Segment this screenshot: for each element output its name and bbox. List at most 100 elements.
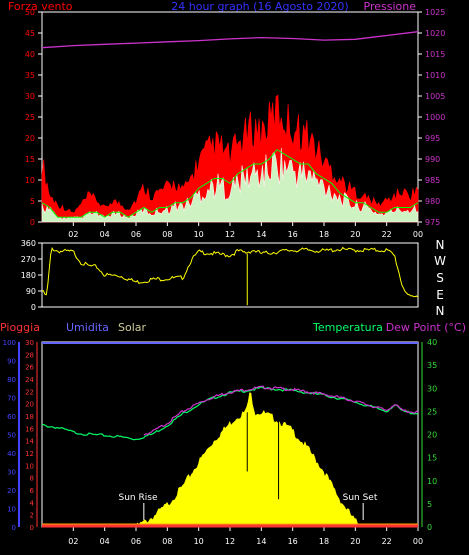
weather-x-tick-label: 02 xyxy=(68,537,78,546)
direction-y-tick-label: 0 xyxy=(31,303,36,312)
rain-y-tick-label: 24 xyxy=(25,376,34,384)
pressure-y-tick-label: 1000 xyxy=(425,113,445,122)
wind-x-tick-label: 04 xyxy=(100,230,110,239)
humidity-axis-title: Umidita xyxy=(66,321,109,334)
compass-label-w: W xyxy=(434,254,446,268)
pressure-line xyxy=(41,31,419,49)
temperature-y-tick-label: 25 xyxy=(427,407,437,416)
wind-y-tick-label: 10 xyxy=(25,176,35,185)
temperature-y-tick-label: 30 xyxy=(427,384,437,393)
pressure-y-tick-label: 975 xyxy=(425,218,440,227)
wind-x-tick-label: 14 xyxy=(256,230,266,239)
pressure-y-tick-label: 1020 xyxy=(425,29,445,38)
rain-y-tick-label: 20 xyxy=(25,401,34,409)
rain-y-tick-label: 6 xyxy=(30,487,35,495)
wind-x-tick-label: 22 xyxy=(382,230,392,239)
weather-panel: 0102030405060708090100024681012141618202… xyxy=(3,338,438,546)
compass-label-n-bottom: N xyxy=(436,304,445,318)
sunset-label: Sun Set xyxy=(343,493,378,503)
sunrise-label: Sun Rise xyxy=(119,493,158,503)
wind-x-tick-label: 20 xyxy=(350,230,360,239)
rain-y-tick-label: 14 xyxy=(25,438,34,446)
weather-x-tick-label: 04 xyxy=(100,537,110,546)
humidity-y-tick-label: 0 xyxy=(12,524,16,532)
wind-y-tick-label: 20 xyxy=(25,134,35,143)
rain-y-tick-label: 22 xyxy=(25,388,34,396)
rain-y-tick-label: 10 xyxy=(25,462,34,470)
weather-x-tick-label: 08 xyxy=(162,537,172,546)
pressure-y-tick-label: 1015 xyxy=(425,50,445,59)
humidity-y-tick-label: 20 xyxy=(7,487,16,495)
weather-x-tick-label: 18 xyxy=(319,537,329,546)
direction-line xyxy=(41,246,419,298)
rain-y-tick-label: 2 xyxy=(30,512,34,520)
pressure-y-tick-label: 990 xyxy=(425,155,440,164)
weather-x-tick-label: 20 xyxy=(350,537,360,546)
weather-x-tick-label: 06 xyxy=(131,537,141,546)
temperature-y-tick-label: 40 xyxy=(427,338,437,347)
rain-y-tick-label: 26 xyxy=(25,364,34,372)
humidity-y-tick-label: 40 xyxy=(7,450,16,458)
graph-title: 24 hour graph (16 Agosto 2020) xyxy=(171,0,348,13)
temperature-line xyxy=(41,386,419,441)
wind-y-tick-label: 30 xyxy=(25,92,35,101)
compass-label-s: S xyxy=(436,271,444,285)
rain-y-tick-label: 30 xyxy=(25,339,34,347)
direction-y-tick-label: 270 xyxy=(21,255,36,264)
wind-x-tick-label: 18 xyxy=(319,230,329,239)
wind-x-tick-label: 16 xyxy=(288,230,298,239)
wind-x-tick-label: 06 xyxy=(131,230,141,239)
pressure-y-tick-label: 980 xyxy=(425,197,440,206)
pressure-axis-title: Pressione xyxy=(364,0,417,13)
temperature-y-tick-label: 35 xyxy=(427,361,437,370)
humidity-y-tick-label: 30 xyxy=(7,469,16,477)
wind-x-tick-label: 00 xyxy=(413,230,423,239)
rain-y-tick-label: 16 xyxy=(25,425,34,433)
temperature-y-tick-label: 20 xyxy=(427,431,437,440)
pressure-y-tick-label: 1005 xyxy=(425,92,445,101)
temperature-y-tick-label: 5 xyxy=(427,500,432,509)
temperature-y-tick-label: 0 xyxy=(427,523,432,532)
wind-y-tick-label: 45 xyxy=(25,29,35,38)
weather-x-tick-label: 22 xyxy=(382,537,392,546)
humidity-y-tick-label: 60 xyxy=(7,413,16,421)
rain-y-tick-label: 4 xyxy=(30,499,35,507)
solar-area xyxy=(135,392,364,528)
rain-y-tick-label: 0 xyxy=(30,524,34,532)
humidity-y-tick-label: 100 xyxy=(3,339,16,347)
wind-axis-title: Forza vento xyxy=(8,0,73,13)
pressure-y-tick-label: 1010 xyxy=(425,71,445,80)
wind-x-tick-label: 08 xyxy=(162,230,172,239)
humidity-y-tick-label: 50 xyxy=(7,432,16,440)
rain-y-tick-label: 8 xyxy=(30,475,34,483)
dewpoint-line xyxy=(143,385,419,436)
compass-labels: N W S E N xyxy=(434,238,446,318)
wind-x-tick-label: 10 xyxy=(194,230,204,239)
wind-y-tick-label: 25 xyxy=(25,113,35,122)
wind-y-tick-label: 0 xyxy=(30,218,35,227)
humidity-y-tick-label: 10 xyxy=(7,506,16,514)
direction-y-tick-label: 360 xyxy=(21,239,36,248)
wind-x-tick-label: 12 xyxy=(225,230,235,239)
wind-x-tick-label: 02 xyxy=(68,230,78,239)
dewpoint-axis-title: Dew Point (°C) xyxy=(386,321,466,334)
compass-label-n: N xyxy=(436,238,445,252)
wind-y-tick-label: 5 xyxy=(30,197,35,206)
wind-y-tick-label: 15 xyxy=(25,155,35,164)
weather-x-tick-label: 12 xyxy=(225,537,235,546)
rain-y-tick-label: 12 xyxy=(25,450,34,458)
rain-y-tick-label: 28 xyxy=(25,351,34,359)
temperature-y-tick-label: 10 xyxy=(427,477,437,486)
humidity-y-tick-label: 90 xyxy=(7,358,16,366)
weather-x-tick-label: 14 xyxy=(256,537,266,546)
temperature-axis-title: Temperatura xyxy=(312,321,383,334)
compass-label-e: E xyxy=(436,288,444,302)
humidity-y-tick-label: 70 xyxy=(7,395,16,403)
pressure-y-tick-label: 985 xyxy=(425,176,440,185)
weather-x-tick-label: 00 xyxy=(413,537,423,546)
wind-y-tick-label: 35 xyxy=(25,71,35,80)
weather-x-tick-label: 16 xyxy=(288,537,298,546)
pressure-y-tick-label: 995 xyxy=(425,134,440,143)
wind-y-tick-label: 50 xyxy=(25,8,35,17)
